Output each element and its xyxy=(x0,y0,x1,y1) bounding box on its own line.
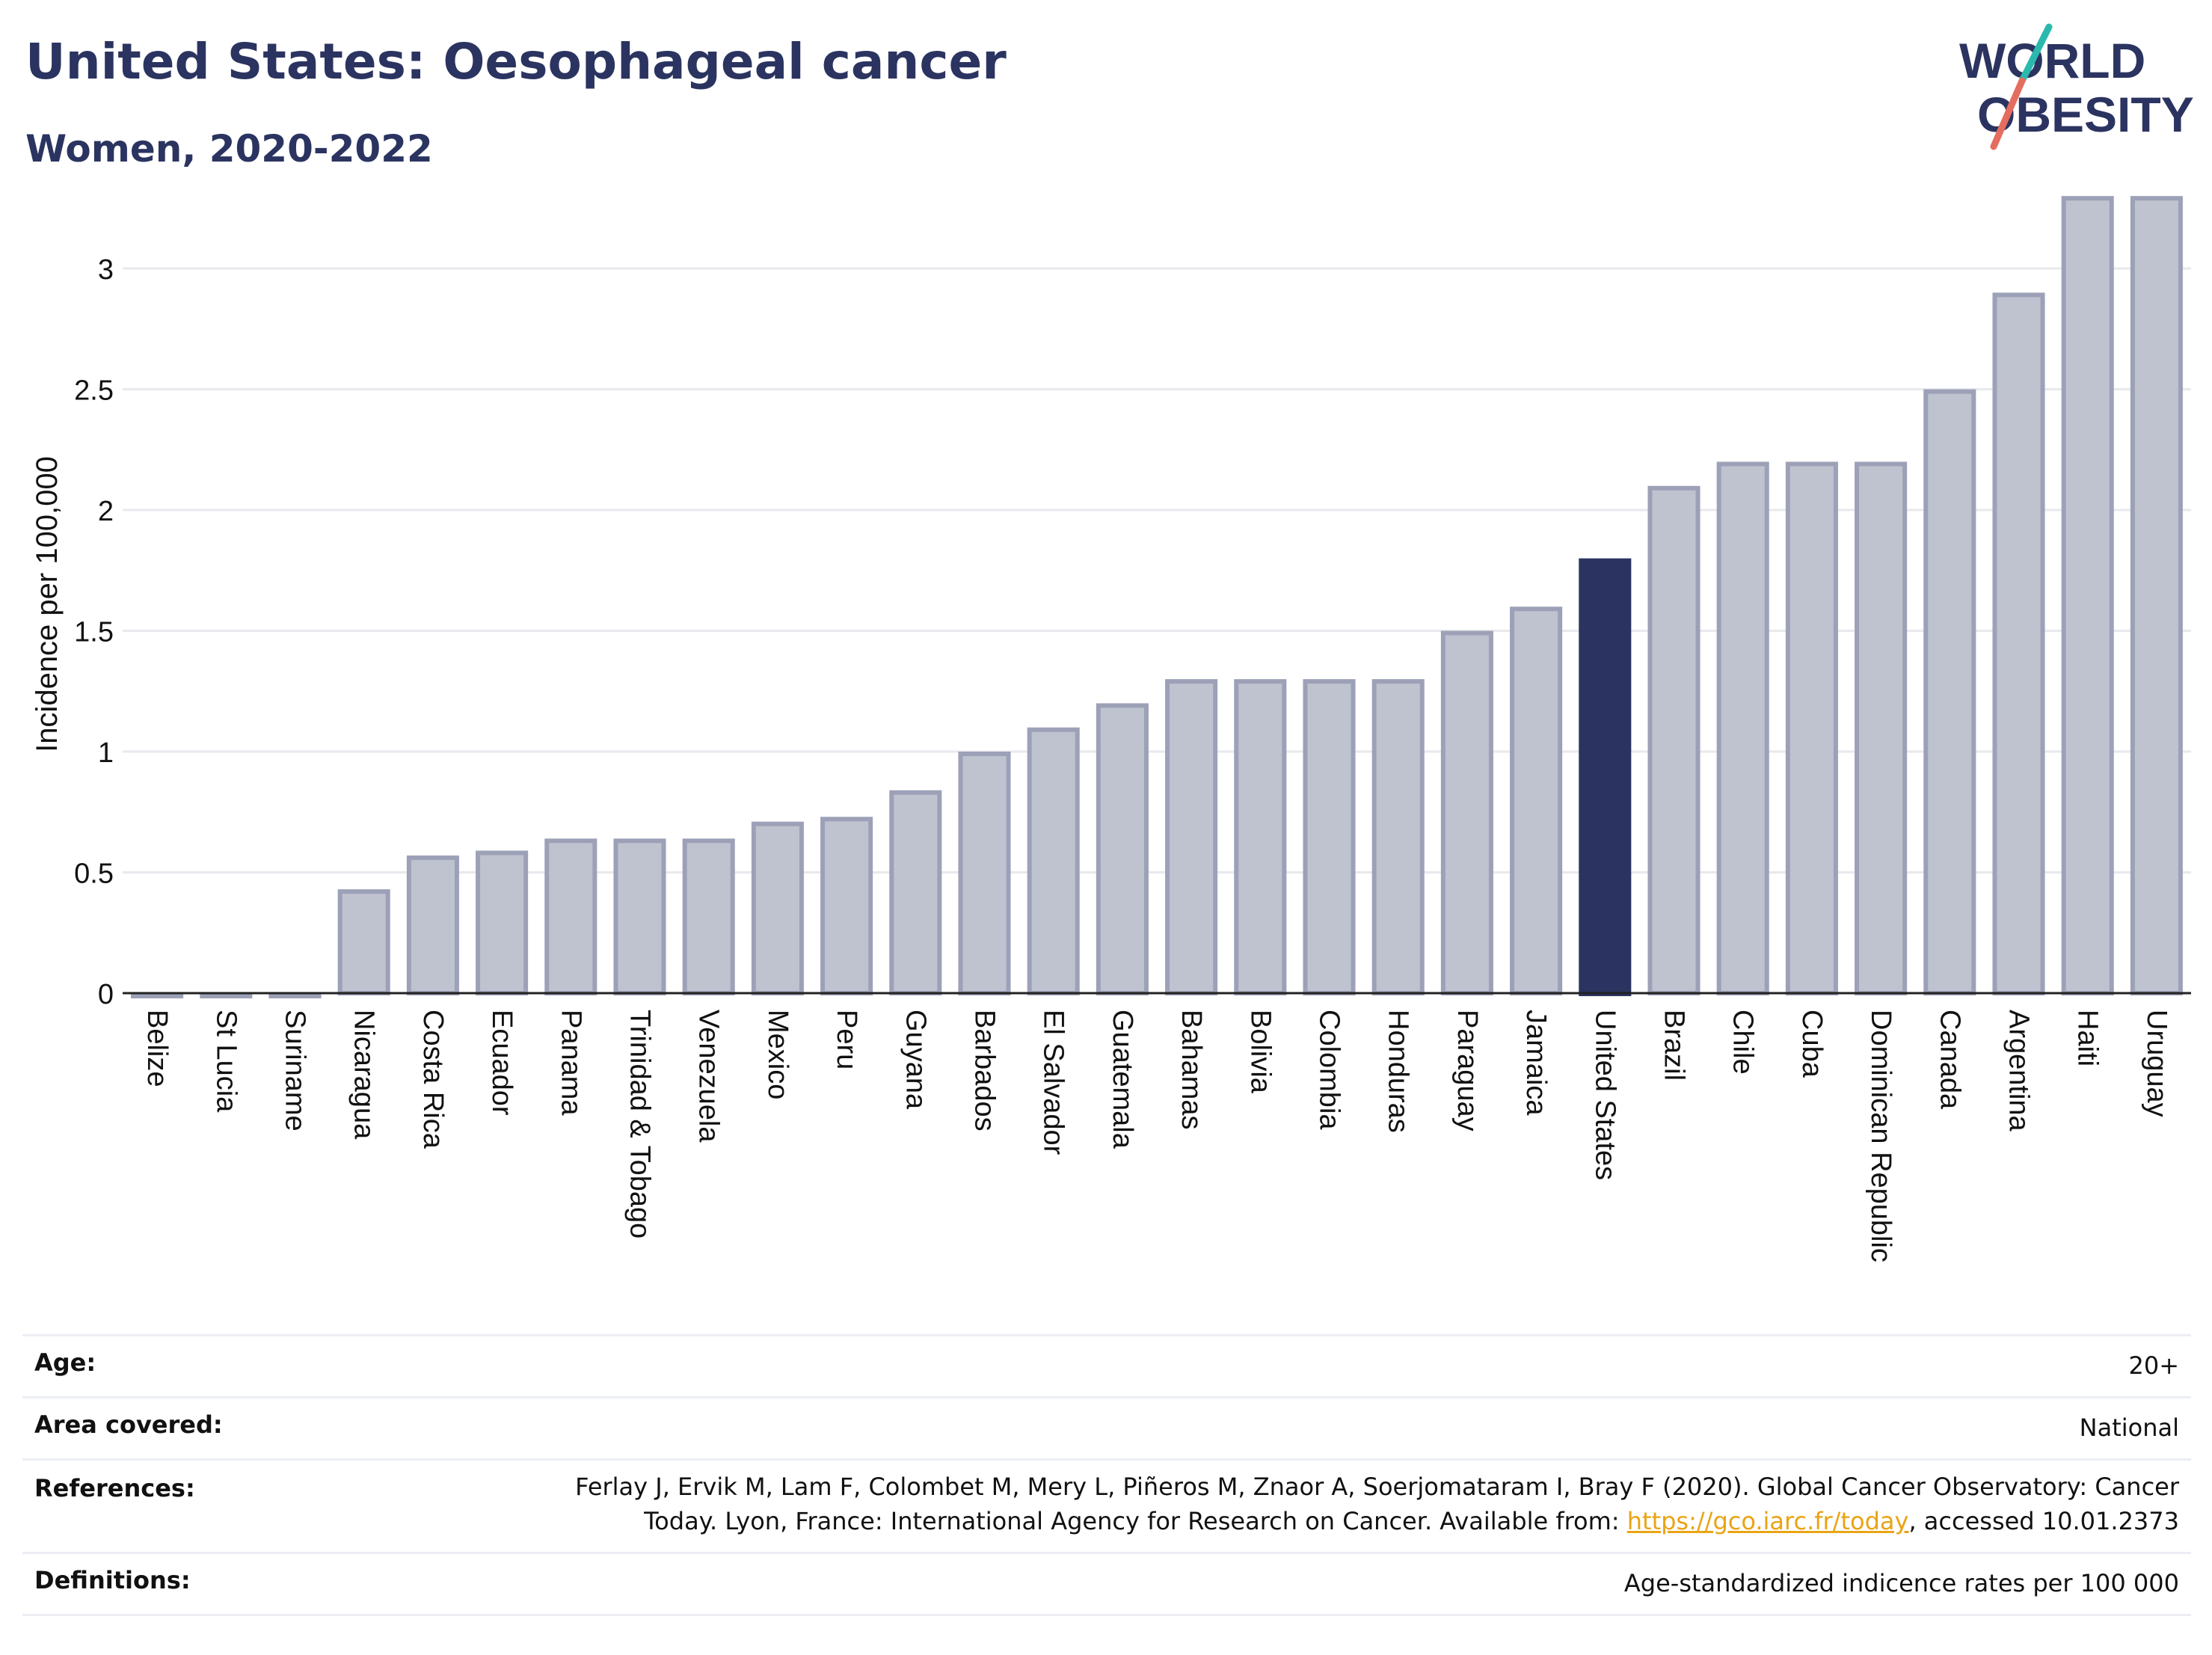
y-axis-label: Incidence per 100,000 xyxy=(31,456,64,752)
bar xyxy=(1992,292,2045,996)
y-tick-label: 0.5 xyxy=(74,859,114,890)
logo-line1: WORLD xyxy=(1959,33,2145,88)
x-tick-label: Dominican Republic xyxy=(1865,1010,1896,1262)
logo-slash-teal xyxy=(2018,23,2053,85)
x-tick-label: Chile xyxy=(1727,1010,1759,1075)
bar xyxy=(820,817,873,996)
x-tick-label: Canada xyxy=(1934,1010,1965,1110)
references-line2-prefix: Today. Lyon, France: International Agenc… xyxy=(644,1507,1627,1535)
bar xyxy=(751,821,804,995)
bar xyxy=(1716,461,1769,995)
x-tick-label: Mexico xyxy=(762,1010,793,1099)
x-tick-label: Panama xyxy=(555,1010,586,1116)
y-tick-label: 0 xyxy=(98,979,114,1010)
x-tick-label: Costa Rica xyxy=(417,1010,449,1149)
bar xyxy=(1855,461,1908,995)
references-link[interactable]: https://gco.iarc.fr/today xyxy=(1626,1507,1909,1535)
references-line1: Ferlay J, Ervik M, Lam F, Colombet M, Me… xyxy=(575,1473,2179,1501)
x-tick-label: Nicaragua xyxy=(348,1010,380,1140)
x-tick-label: Suriname xyxy=(280,1010,311,1132)
bar xyxy=(1510,607,1563,995)
meta-row-area: Area covered: National xyxy=(22,1396,2191,1458)
x-tick-label: Guatemala xyxy=(1107,1010,1138,1149)
bar xyxy=(1371,679,1425,995)
references-value: Ferlay J, Ervik M, Lam F, Colombet M, Me… xyxy=(22,1461,2191,1538)
x-tick-label: United States xyxy=(1589,1010,1620,1180)
bar xyxy=(1165,679,1218,995)
logo-slash-coral xyxy=(1990,77,2026,150)
bar xyxy=(889,790,942,995)
x-tick-label: Trinidad & Tobago xyxy=(624,1010,656,1238)
references-line2-suffix: , accessed 10.01.2373 xyxy=(1908,1507,2179,1535)
references-label: References: xyxy=(34,1474,195,1502)
x-tick-label: Colombia xyxy=(1314,1010,1345,1130)
bar-highlight xyxy=(1579,558,1632,996)
x-tick-label: Peru xyxy=(831,1010,862,1069)
page-subtitle: Women, 2020-2022 xyxy=(25,127,433,171)
x-tick-label: Ecuador xyxy=(486,1010,517,1116)
grid-lines xyxy=(123,267,2191,874)
y-tick-label: 1.5 xyxy=(74,617,114,648)
bar xyxy=(2130,196,2183,995)
x-tick-label: Guyana xyxy=(900,1010,931,1110)
definitions-label: Definitions: xyxy=(34,1566,191,1594)
bar xyxy=(131,993,184,998)
bar xyxy=(1647,485,1701,995)
y-tick-label: 1 xyxy=(98,737,114,769)
x-tick-label: Argentina xyxy=(2003,1010,2035,1132)
age-label: Age: xyxy=(34,1348,96,1377)
x-tick-label: Paraguay xyxy=(1451,1010,1483,1132)
references-line2: Today. Lyon, France: International Agenc… xyxy=(22,1504,2179,1538)
x-tick-label: Barbados xyxy=(969,1010,1001,1132)
bar xyxy=(1027,727,1080,995)
metadata-table: Age: 20+ Area covered: National Referenc… xyxy=(22,1334,2191,1616)
y-tick-label: 2.5 xyxy=(74,375,114,407)
x-tick-label: Bolivia xyxy=(1244,1010,1276,1094)
world-obesity-logo: WORLD OBESITY xyxy=(1959,23,2194,150)
x-tick-label: Belize xyxy=(141,1010,173,1087)
x-tick-label: Bahamas xyxy=(1176,1010,1207,1130)
bar xyxy=(544,838,597,995)
bar xyxy=(1234,679,1287,995)
bar xyxy=(1303,679,1356,995)
x-tick-label: Haiti xyxy=(2072,1010,2104,1066)
area-value: National xyxy=(2079,1413,2179,1442)
age-value: 20+ xyxy=(2128,1351,2179,1380)
meta-row-references: References: Ferlay J, Ervik M, Lam F, Co… xyxy=(22,1458,2191,1552)
bar xyxy=(268,993,322,998)
x-tick-label: Jamaica xyxy=(1520,1010,1552,1116)
page-title: United States: Oesophageal cancer xyxy=(25,33,1007,90)
meta-row-definitions: Definitions: Age-standardized indicence … xyxy=(22,1552,2191,1616)
bar xyxy=(2061,196,2114,995)
bar xyxy=(1785,461,1838,995)
bar xyxy=(613,838,666,995)
bar-chart: 0 0.5 1 1.5 2 2.5 3 Belize St Lucia Suriname Nicar… xyxy=(31,196,2191,1262)
x-tick-label: Venezuela xyxy=(693,1010,725,1143)
x-tick-label: St Lucia xyxy=(210,1010,242,1113)
bar xyxy=(1440,630,1493,995)
bar xyxy=(1096,703,1149,995)
x-tick-label: Honduras xyxy=(1383,1010,1414,1133)
x-tick-label: Cuba xyxy=(1796,1010,1828,1078)
bar xyxy=(200,993,253,998)
axes: 0 0.5 1 1.5 2 2.5 3 Belize St Lucia Suriname Nicar… xyxy=(74,254,2191,1262)
x-tick-label: Brazil xyxy=(1659,1010,1690,1081)
y-tick-label: 2 xyxy=(98,496,114,527)
y-tick-label: 3 xyxy=(98,254,114,286)
bar xyxy=(958,752,1011,996)
bars xyxy=(131,196,2183,998)
bar xyxy=(1923,389,1976,995)
definitions-value: Age-standardized indicence rates per 100… xyxy=(1623,1569,2179,1597)
meta-row-age: Age: 20+ xyxy=(22,1334,2191,1396)
bar xyxy=(476,850,529,996)
bar xyxy=(337,889,390,996)
bar xyxy=(406,855,459,996)
x-tick-label: Uruguay xyxy=(2141,1010,2172,1117)
bar xyxy=(682,838,735,995)
area-label: Area covered: xyxy=(34,1410,223,1439)
x-tick-label: El Salvador xyxy=(1038,1010,1069,1155)
